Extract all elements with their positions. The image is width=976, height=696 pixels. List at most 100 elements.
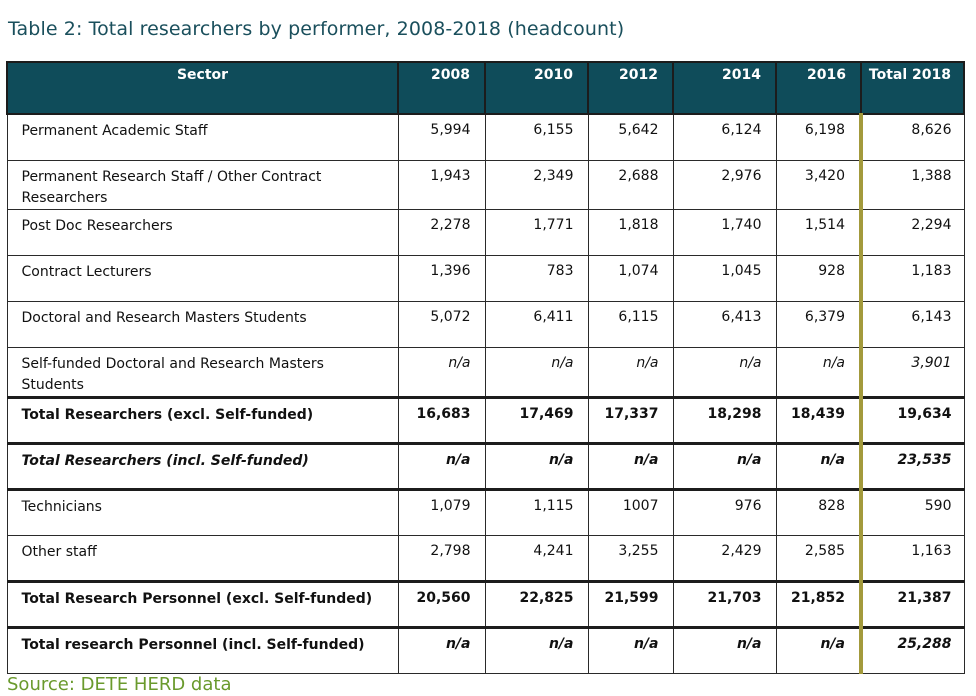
cell-2014: n/a: [672, 346, 777, 399]
cell-2010: 1,771: [484, 208, 589, 256]
cell-2016: 6,379: [775, 300, 862, 348]
cell-2016: 928: [775, 254, 862, 302]
cell-2008: 1,943: [397, 159, 486, 210]
row-label: Contract Lecturers: [6, 254, 399, 302]
cell-2016: 6,198: [775, 113, 862, 161]
cell-total-2018: 2,294: [859, 208, 965, 256]
cell-2008: n/a: [397, 626, 486, 674]
cell-2008: n/a: [397, 346, 486, 399]
cell-total-2018: 8,626: [859, 113, 965, 161]
source-note: Source: DETE HERD data: [7, 674, 232, 695]
table-row-total: Total Researchers (excl. Self-funded) 16…: [6, 396, 965, 445]
column-header-2016: 2016: [775, 61, 862, 115]
cell-2012: 2,688: [587, 159, 674, 210]
cell-2010: n/a: [484, 626, 589, 674]
cell-2014: 976: [672, 488, 777, 536]
row-label: Doctoral and Research Masters Students: [6, 300, 399, 348]
row-label: Permanent Research Staff / Other Contrac…: [6, 159, 399, 210]
cell-2016: 21,852: [775, 580, 862, 629]
cell-2014: 1,740: [672, 208, 777, 256]
table-row: Post Doc Researchers 2,278 1,771 1,818 1…: [6, 208, 965, 256]
table-row-total: Total research Personnel (incl. Self-fun…: [6, 626, 965, 674]
column-header-total-2018: Total 2018: [860, 61, 965, 115]
cell-2008: 5,072: [397, 300, 486, 348]
cell-total-2018: 23,535: [859, 442, 965, 491]
cell-2010: 2,349: [484, 159, 589, 210]
cell-2016: 3,420: [775, 159, 862, 210]
cell-total-2018: 6,143: [859, 300, 965, 348]
cell-2016: 2,585: [775, 534, 862, 583]
cell-total-2018: 25,288: [859, 626, 965, 674]
cell-2014: n/a: [672, 626, 777, 674]
cell-2014: 2,429: [672, 534, 777, 583]
cell-2014: 18,298: [672, 396, 777, 445]
cell-2008: 20,560: [397, 580, 486, 629]
cell-2008: 1,396: [397, 254, 486, 302]
cell-2010: n/a: [484, 442, 589, 491]
cell-total-2018: 19,634: [859, 396, 965, 445]
cell-2012: 21,599: [587, 580, 674, 629]
cell-2008: 16,683: [397, 396, 486, 445]
cell-2010: 22,825: [484, 580, 589, 629]
cell-2010: n/a: [484, 346, 589, 399]
column-header-2012: 2012: [587, 61, 674, 115]
cell-total-2018: 3,901: [859, 346, 965, 399]
cell-2016: 828: [775, 488, 862, 536]
cell-2012: n/a: [587, 346, 674, 399]
table-row: Contract Lecturers 1,396 783 1,074 1,045…: [6, 254, 965, 302]
cell-2010: 6,411: [484, 300, 589, 348]
cell-2008: 1,079: [397, 488, 486, 536]
cell-2014: 6,413: [672, 300, 777, 348]
cell-2010: 783: [484, 254, 589, 302]
cell-2008: 5,994: [397, 113, 486, 161]
cell-total-2018: 1,183: [859, 254, 965, 302]
table-row-total: Total Researchers (incl. Self-funded) n/…: [6, 442, 965, 491]
table-row: Technicians 1,079 1,115 1007 976 828 590: [6, 488, 965, 536]
table-row: Permanent Research Staff / Other Contrac…: [6, 159, 965, 210]
cell-2014: 2,976: [672, 159, 777, 210]
cell-2014: 6,124: [672, 113, 777, 161]
cell-total-2018: 590: [859, 488, 965, 536]
table-title: Table 2: Total researchers by performer,…: [8, 18, 625, 40]
row-label: Self-funded Doctoral and Research Master…: [6, 346, 399, 399]
row-label: Permanent Academic Staff: [6, 113, 399, 161]
table-row-total: Total Research Personnel (excl. Self-fun…: [6, 580, 965, 629]
cell-2016: 1,514: [775, 208, 862, 256]
cell-2012: 17,337: [587, 396, 674, 445]
row-label: Total Researchers (excl. Self-funded): [6, 396, 399, 445]
row-label: Total Research Personnel (excl. Self-fun…: [6, 580, 399, 629]
table-row: Self-funded Doctoral and Research Master…: [6, 346, 965, 399]
cell-2012: 1007: [587, 488, 674, 536]
row-label: Post Doc Researchers: [6, 208, 399, 256]
cell-2012: n/a: [587, 442, 674, 491]
row-label: Other staff: [6, 534, 399, 583]
cell-2012: 1,818: [587, 208, 674, 256]
cell-2010: 17,469: [484, 396, 589, 445]
researchers-table: Sector 2008 2010 2012 2014 2016 Total 20…: [6, 61, 965, 674]
row-label: Total research Personnel (incl. Self-fun…: [6, 626, 399, 674]
cell-2012: 3,255: [587, 534, 674, 583]
table-header-row: Sector 2008 2010 2012 2014 2016 Total 20…: [6, 61, 965, 115]
column-header-2010: 2010: [484, 61, 589, 115]
cell-2008: 2,798: [397, 534, 486, 583]
column-header-2008: 2008: [397, 61, 486, 115]
cell-2016: n/a: [775, 346, 862, 399]
cell-2014: n/a: [672, 442, 777, 491]
cell-2008: n/a: [397, 442, 486, 491]
cell-2010: 1,115: [484, 488, 589, 536]
cell-2014: 1,045: [672, 254, 777, 302]
cell-2010: 6,155: [484, 113, 589, 161]
cell-2012: n/a: [587, 626, 674, 674]
cell-2014: 21,703: [672, 580, 777, 629]
row-label: Technicians: [6, 488, 399, 536]
row-label: Total Researchers (incl. Self-funded): [6, 442, 399, 491]
column-header-sector: Sector: [6, 61, 399, 115]
cell-2012: 5,642: [587, 113, 674, 161]
cell-total-2018: 1,163: [859, 534, 965, 583]
column-header-2014: 2014: [672, 61, 777, 115]
cell-2012: 6,115: [587, 300, 674, 348]
cell-2016: 18,439: [775, 396, 862, 445]
cell-total-2018: 1,388: [859, 159, 965, 210]
cell-2012: 1,074: [587, 254, 674, 302]
cell-2016: n/a: [775, 626, 862, 674]
